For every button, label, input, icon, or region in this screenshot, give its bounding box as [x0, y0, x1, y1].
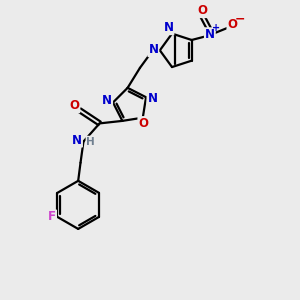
Text: O: O	[138, 117, 148, 130]
Text: N: N	[102, 94, 112, 106]
Text: N: N	[72, 134, 82, 147]
Text: N: N	[164, 21, 173, 34]
Text: F: F	[48, 210, 56, 224]
Text: O: O	[197, 4, 208, 17]
Text: +: +	[212, 23, 220, 33]
Text: O: O	[69, 99, 80, 112]
Text: −: −	[235, 13, 245, 26]
Text: N: N	[148, 43, 158, 56]
Text: N: N	[205, 28, 215, 41]
Text: H: H	[86, 136, 95, 147]
Text: N: N	[148, 92, 158, 105]
Text: O: O	[227, 18, 237, 31]
